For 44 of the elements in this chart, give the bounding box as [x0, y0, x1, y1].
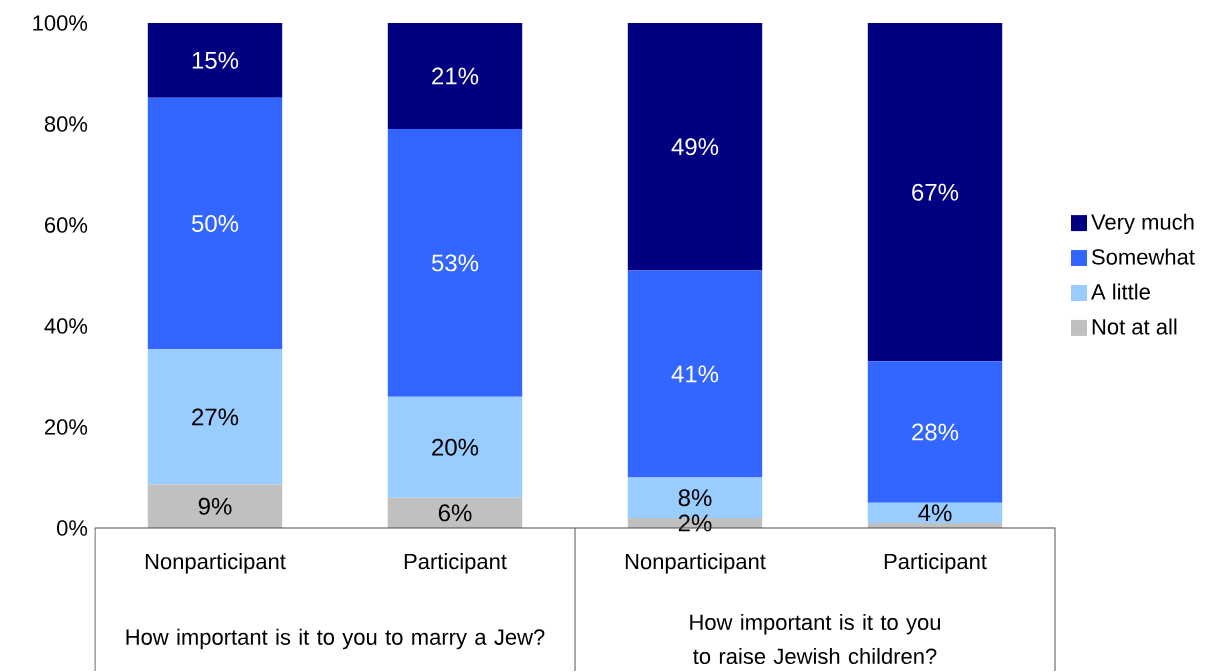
- x-tick-label: Participant: [884, 553, 987, 574]
- bar: [147, 23, 283, 98]
- bar: [387, 129, 523, 397]
- text: How important is it to you to raise Jewish children?: [690, 614, 941, 665]
- bar: [627, 23, 763, 271]
- text: How important is it to you to marry a Jew?: [126, 629, 545, 650]
- bar: [867, 23, 1003, 362]
- x-tick-label: Participant: [404, 553, 507, 574]
- y-tick-label: 20%: [45, 419, 88, 436]
- data-label: 8%: [678, 489, 712, 507]
- data-label: 53%: [431, 254, 479, 272]
- data-label: 28%: [912, 423, 959, 441]
- bar: [387, 497, 523, 529]
- bar: [867, 503, 1003, 524]
- bar: [387, 396, 523, 498]
- legend-label: Not at all: [1092, 318, 1177, 335]
- data-label: 2%: [678, 514, 712, 532]
- y-tick-label: 100%: [33, 15, 88, 32]
- bar: [627, 270, 763, 478]
- bar: [387, 23, 523, 130]
- data-label: 41%: [671, 365, 719, 383]
- y-tick-label: 80%: [44, 116, 88, 133]
- bar: [147, 349, 283, 485]
- legend-label: Very much: [1091, 213, 1194, 235]
- data-label: 21%: [432, 67, 479, 85]
- data-label: 50%: [191, 215, 239, 233]
- data-label: 4%: [918, 504, 952, 522]
- bar: [147, 97, 283, 350]
- data-label: 6%: [438, 504, 472, 522]
- data-label: 15%: [192, 52, 239, 70]
- bar: [867, 361, 1003, 503]
- legend-label: Somewhat: [1092, 248, 1195, 265]
- bar: [147, 484, 283, 529]
- legend-label: A little: [1091, 283, 1150, 300]
- data-label: 20%: [432, 438, 479, 456]
- data-label: 9%: [198, 498, 232, 516]
- data-label: 27%: [192, 408, 239, 426]
- y-tick-label: 60%: [45, 217, 88, 234]
- x-tick-label: Nonparticipant: [145, 553, 286, 574]
- data-label: 67%: [912, 183, 959, 201]
- y-tick-label: 0%: [56, 520, 88, 537]
- y-tick-label: 40%: [44, 318, 88, 335]
- x-tick-label: Nonparticipant: [625, 553, 766, 574]
- data-label: 49%: [671, 138, 719, 156]
